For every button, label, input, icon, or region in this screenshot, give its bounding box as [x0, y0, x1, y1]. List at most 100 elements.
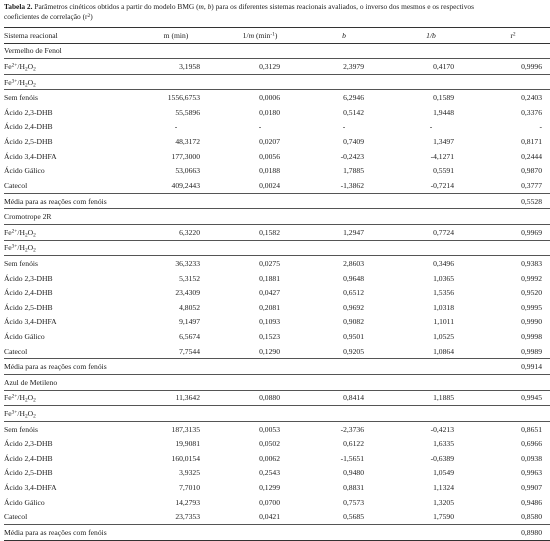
row-label: Fe2+/H2O2 — [4, 224, 134, 241]
table-cell: 0,5591 — [433, 166, 454, 176]
kinetics-table-container: Sistema reacional m (min) 1/m (min-1) b … — [4, 27, 550, 541]
table-cell: 1,7590 — [386, 509, 476, 526]
table-cell: 0,6966 — [521, 439, 542, 449]
reagent-formula-part: /H — [17, 77, 25, 87]
caption-var-b: b — [207, 2, 212, 11]
reagent-formula-part: 2 — [33, 82, 36, 89]
table-cell: 0,7724 — [386, 224, 476, 241]
table-row: Ácido 2,4-DHB 160,0154 0,0062 -1,5651 -0,638… — [4, 451, 550, 466]
table-cell: 0,9205 — [302, 343, 386, 360]
header-b: b — [302, 27, 386, 44]
reagent-formula-part: Fe — [4, 409, 12, 419]
caption-line-2: coeficientes de correlação (r2) — [4, 12, 550, 22]
section-title: Vermelho de Fenol — [4, 43, 550, 60]
row-label: Ácido 2,3-DHB — [4, 273, 53, 283]
table-cell: 0,0053 — [259, 424, 280, 434]
row-label: Catecol — [4, 178, 134, 194]
table-row: Ácido Gálico 14,2793 0,0700 0,7573 1,3205 0,9… — [4, 495, 550, 510]
table-cell: 23,4309 — [175, 288, 200, 298]
table-cell: 0,9989 — [476, 343, 550, 360]
table-cell: 0,9990 — [521, 317, 542, 327]
table-cell: 1,0864 — [386, 343, 476, 360]
row-label: Ácido 2,5-DHB — [4, 302, 53, 312]
table-cell: - — [174, 122, 178, 132]
reagent-formula-part: O — [27, 62, 34, 72]
table-cell: 6,5674 — [179, 331, 200, 341]
table-row: Ácido 2,5-DHB 48,3172 0,0207 0,7409 1,3497 0,… — [4, 134, 550, 149]
reagent-formula-part: /H — [17, 243, 25, 253]
table-cell: 0,4170 — [386, 58, 476, 75]
table-cell: 0,8831 — [343, 483, 364, 493]
header-m: m (min) — [134, 27, 218, 44]
table-cell: 1,2947 — [302, 224, 386, 241]
table-cell: 0,8580 — [476, 509, 550, 526]
table-cell: 2,8603 — [343, 258, 364, 268]
row-label: Ácido 2,5-DHB — [4, 137, 53, 147]
table-cell: 1,0318 — [433, 302, 454, 312]
header-inv-m-var: m — [248, 30, 255, 40]
row-label: Ácido 2,3-DHB — [4, 439, 53, 449]
table-cell: 0,9995 — [521, 302, 542, 312]
mean-value: 0,9914 — [476, 358, 550, 376]
mean-row: Média para as reações com fenóis 0,5528 — [4, 193, 550, 210]
table-cell: 2,3979 — [302, 58, 386, 75]
table-cell: 0,3376 — [521, 107, 542, 117]
row-label: Sem fenóis — [4, 424, 38, 434]
table-cell: 4,8052 — [179, 302, 200, 312]
reagent-formula-part: 2 — [24, 413, 28, 420]
reagent-formula-part: Fe — [4, 62, 12, 72]
table-cell: 0,0275 — [259, 258, 280, 268]
table-cell: 0,3129 — [218, 58, 302, 75]
caption-comma: , — [203, 2, 208, 11]
table-row: Ácido 2,3-DHB 55,5896 0,0180 0,5142 1,9448 0,… — [4, 105, 550, 120]
header-inv-m-sup: -1 — [270, 31, 275, 38]
row-label: Ácido Gálico — [4, 497, 45, 507]
reagent-formula-part: O — [27, 77, 34, 87]
table-cell: 0,0700 — [259, 497, 280, 507]
table-cell: 1,0549 — [433, 468, 454, 478]
table-row: Ácido Gálico 53,0663 0,0188 1,7885 0,5591 0,9… — [4, 163, 550, 178]
reagent-formula-part: 3+ — [11, 243, 18, 250]
table-cell: 0,1299 — [259, 483, 280, 493]
table-cell: 0,0006 — [259, 93, 280, 103]
kinetics-table: Sistema reacional m (min) 1/m (min-1) b … — [4, 27, 550, 541]
table-cell: 0,5142 — [343, 107, 364, 117]
table-cell: 53,0663 — [175, 166, 200, 176]
reagent-formula-part: O — [27, 243, 34, 253]
reagent-formula-part: 3+ — [11, 409, 18, 416]
header-r2-var: r — [510, 30, 513, 40]
table-cell: 0,3777 — [476, 178, 550, 194]
table-cell: 0,3496 — [433, 258, 454, 268]
mean-value: 0,8980 — [476, 524, 550, 541]
row-label: Ácido 2,4-DHB — [4, 288, 53, 298]
section-title-row: Azul de Metileno — [4, 374, 550, 391]
section-title-row: Vermelho de Fenol — [4, 43, 550, 60]
table-cell: 0,9383 — [521, 258, 542, 268]
row-label: Ácido 2,4-DHB — [4, 453, 53, 463]
table-cell: 0,0938 — [521, 453, 542, 463]
table-row: Fe3+/H2O2 — [4, 74, 550, 91]
reagent-formula-part: /H — [17, 62, 25, 72]
row-label: Ácido 3,4-DHFA — [4, 317, 57, 327]
table-cell: 0,0880 — [218, 390, 302, 407]
row-label: Fe2+/H2O2 — [4, 390, 134, 407]
table-row: Catecol 409,2443 0,0024 -1,3862 -0,7214 0,377… — [4, 178, 550, 194]
table-cell: 0,8171 — [521, 137, 542, 147]
table-row: Ácido 3,4-DHFA 7,7010 0,1299 0,8831 1,1324 0,… — [4, 480, 550, 495]
section-title: Cromotrope 2R — [4, 208, 550, 225]
table-cell: 0,5685 — [302, 509, 386, 526]
header-m-text: m (min) — [163, 30, 189, 40]
header-inv-m: 1/m (min-1) — [218, 27, 302, 44]
reagent-formula-part: /H — [17, 393, 25, 403]
table-cell: 160,0154 — [171, 453, 200, 463]
reagent-formula-part: 3+ — [11, 78, 18, 85]
table-cell: 19,9081 — [175, 439, 200, 449]
mean-label: Média para as reações com fenóis — [4, 193, 476, 210]
caption-text: ) — [90, 11, 93, 21]
table-cell: -0,7214 — [386, 178, 476, 194]
table-cell: 0,1881 — [259, 273, 280, 283]
table-cell: 0,9486 — [521, 497, 542, 507]
table-cell: 0,0427 — [259, 288, 280, 298]
table-cell: -4,1271 — [430, 151, 454, 161]
reagent-formula-part: 2+ — [11, 62, 18, 69]
